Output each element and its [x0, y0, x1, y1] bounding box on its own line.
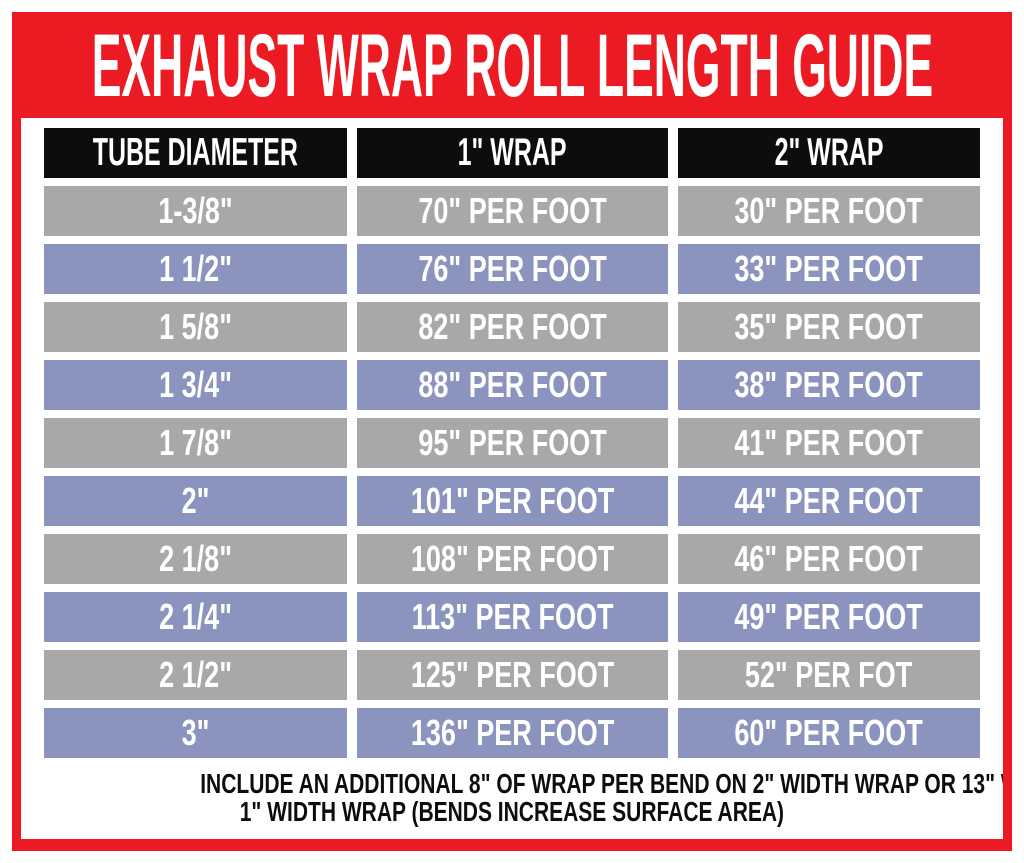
cell-text: 2 1/4"	[159, 596, 232, 637]
col-header-2in-wrap: 2" WRAP	[678, 128, 980, 178]
cell-text: 113" PER FOOT	[411, 596, 614, 637]
cell-text: 76" PER FOOT	[418, 248, 607, 289]
cell-text: 1 7/8"	[159, 422, 232, 463]
cell-text: 2 1/2"	[159, 654, 232, 695]
cell-text: 44" PER FOOT	[734, 480, 924, 521]
cell-text: 2" WRAP	[774, 131, 884, 174]
cell-text: 101" PER FOOT	[410, 480, 615, 521]
cell-text: 125" PER FOOT	[410, 654, 615, 695]
table-panel: TUBE DIAMETER 1" WRAP 2" WRAP 1-3/8" 70"…	[21, 118, 1003, 839]
table-cell: 1 3/4"	[44, 360, 347, 410]
table-cell: 88" PER FOOT	[357, 360, 668, 410]
cell-text: 2"	[181, 480, 210, 521]
footer-note: INCLUDE AN ADDITIONAL 8" OF WRAP PER BEN…	[44, 770, 1003, 826]
cell-text: 46" PER FOOT	[734, 538, 924, 579]
table-cell: 30" PER FOOT	[678, 186, 980, 236]
cell-text: 1" WRAP	[458, 131, 567, 174]
cell-text: 35" PER FOOT	[734, 306, 924, 347]
table-cell: 1-3/8"	[44, 186, 347, 236]
cell-text: 95" PER FOOT	[418, 422, 607, 463]
table-cell: 108" PER FOOT	[357, 534, 668, 584]
table-cell: 2"	[44, 476, 347, 526]
footer-line-2: 1" WIDTH WRAP (BENDS INCREASE SURFACE AR…	[44, 798, 980, 826]
cell-text: 1-3/8"	[158, 190, 233, 231]
cell-text: 49" PER FOOT	[734, 596, 924, 637]
table-cell: 95" PER FOOT	[357, 418, 668, 468]
table-cell: 33" PER FOOT	[678, 244, 980, 294]
table-cell: 1 1/2"	[44, 244, 347, 294]
table-cell: 44" PER FOOT	[678, 476, 980, 526]
roll-length-table: TUBE DIAMETER 1" WRAP 2" WRAP 1-3/8" 70"…	[44, 128, 980, 758]
table-cell: 2 1/2"	[44, 650, 347, 700]
cell-text: 136" PER FOOT	[410, 712, 615, 753]
table-cell: 2 1/4"	[44, 592, 347, 642]
table-cell: 60" PER FOOT	[678, 708, 980, 758]
page-title: EXHAUST WRAP ROLL LENGTH GUIDE	[91, 14, 933, 115]
table-cell: 82" PER FOOT	[357, 302, 668, 352]
table-cell: 46" PER FOOT	[678, 534, 980, 584]
table-cell: 1 7/8"	[44, 418, 347, 468]
table-cell: 136" PER FOOT	[357, 708, 668, 758]
table-cell: 70" PER FOOT	[357, 186, 668, 236]
cell-text: 38" PER FOOT	[734, 364, 924, 405]
table-cell: 41" PER FOOT	[678, 418, 980, 468]
cell-text: 82" PER FOOT	[418, 306, 607, 347]
table-cell: 38" PER FOOT	[678, 360, 980, 410]
cell-text: 33" PER FOOT	[734, 248, 924, 289]
red-frame: EXHAUST WRAP ROLL LENGTH GUIDE TUBE DIAM…	[12, 12, 1012, 851]
table-cell: 1 5/8"	[44, 302, 347, 352]
cell-text: 30" PER FOOT	[734, 190, 924, 231]
table-cell: 3"	[44, 708, 347, 758]
col-header-tube-diameter: TUBE DIAMETER	[44, 128, 347, 178]
cell-text: 1 5/8"	[159, 306, 232, 347]
table-cell: 76" PER FOOT	[357, 244, 668, 294]
table-cell: 113" PER FOOT	[357, 592, 668, 642]
footer-line-1: INCLUDE AN ADDITIONAL 8" OF WRAP PER BEN…	[44, 770, 1003, 798]
table-cell: 52" PER FOT	[678, 650, 980, 700]
footer-text: INCLUDE AN ADDITIONAL 8" OF WRAP PER BEN…	[200, 768, 1003, 799]
table-cell: 101" PER FOOT	[357, 476, 668, 526]
footer-text: 1" WIDTH WRAP (BENDS INCREASE SURFACE AR…	[239, 796, 785, 827]
cell-text: 41" PER FOOT	[734, 422, 924, 463]
cell-text: 108" PER FOOT	[410, 538, 615, 579]
cell-text: 52" PER FOT	[745, 654, 913, 695]
cell-text: 1 3/4"	[159, 364, 232, 405]
cell-text: 88" PER FOOT	[418, 364, 607, 405]
table-cell: 49" PER FOOT	[678, 592, 980, 642]
cell-text: 1 1/2"	[159, 248, 232, 289]
table-cell: 35" PER FOOT	[678, 302, 980, 352]
cell-text: 2 1/8"	[159, 538, 232, 579]
cell-text: TUBE DIAMETER	[92, 131, 299, 174]
cell-text: 3"	[181, 712, 210, 753]
title-band: EXHAUST WRAP ROLL LENGTH GUIDE	[21, 12, 1003, 118]
cell-text: 60" PER FOOT	[734, 712, 924, 753]
table-cell: 125" PER FOOT	[357, 650, 668, 700]
table-cell: 2 1/8"	[44, 534, 347, 584]
cell-text: 70" PER FOOT	[418, 190, 607, 231]
col-header-1in-wrap: 1" WRAP	[357, 128, 668, 178]
